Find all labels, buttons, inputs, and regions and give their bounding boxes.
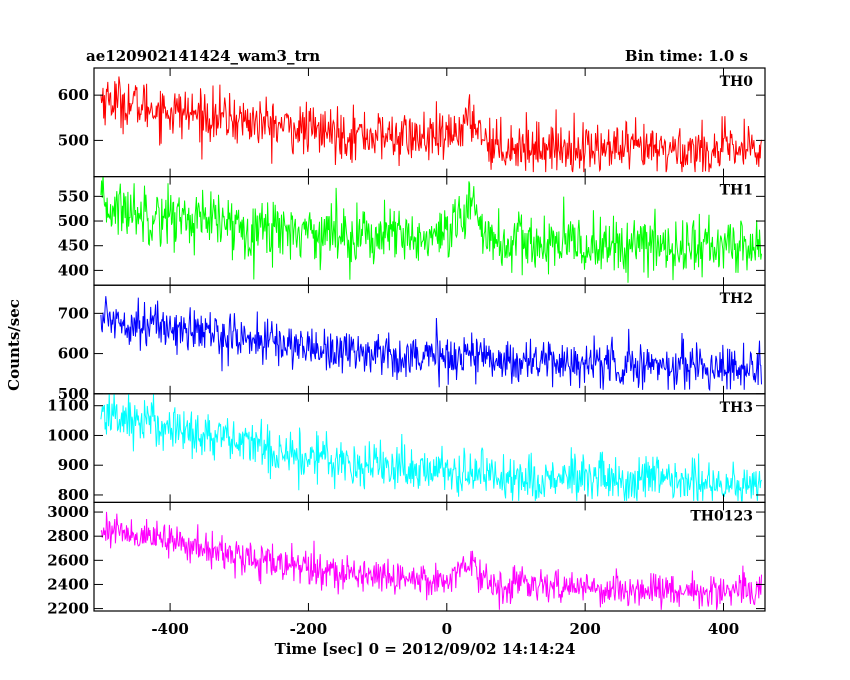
- y-tick-label: 3000: [47, 503, 89, 521]
- y-tick-label: 2800: [47, 527, 89, 545]
- y-tick-label: 600: [58, 86, 89, 104]
- series-line-th2: [100, 296, 762, 392]
- x-tick-label: 400: [708, 620, 739, 638]
- x-tick-label: 0: [442, 620, 452, 638]
- x-tick-label: 200: [569, 620, 600, 638]
- x-tick-label: -200: [290, 620, 328, 638]
- y-tick-label: 450: [58, 237, 89, 255]
- panel-th0123: 2200 2400 2600 2800 3000 TH0123: [47, 501, 766, 618]
- y-tick-label: 500: [58, 212, 89, 230]
- panel-frame: [93, 67, 766, 178]
- panel-label: TH1: [720, 183, 753, 199]
- series-line-th3: [100, 393, 762, 502]
- y-tick-label: 550: [58, 187, 89, 205]
- series-line-th0: [100, 76, 762, 173]
- bin-time-label: Bin time: 1.0 s: [625, 47, 748, 65]
- y-axis-label: Counts/sec: [5, 299, 23, 391]
- y-tick-label: 2600: [47, 551, 89, 569]
- y-tick-label: 2200: [47, 600, 89, 618]
- y-tick-label: 1100: [47, 397, 89, 415]
- y-tick-label: 400: [58, 261, 89, 279]
- x-tick-label: -400: [151, 620, 189, 638]
- y-tick-label: 500: [58, 385, 89, 403]
- series-line-th1: [100, 176, 762, 283]
- panel-label: TH0123: [690, 508, 753, 524]
- panel-label: TH0: [720, 74, 754, 90]
- y-tick-label: 900: [58, 456, 89, 474]
- panels: 500 600 TH0 400 450 500 550 TH1 500 600 700 TH2 800 9…: [47, 67, 766, 638]
- panel-th0: 500 600 TH0: [58, 67, 766, 178]
- panel-label: TH3: [720, 400, 753, 416]
- panel-th1: 400 450 500 550 TH1: [58, 176, 766, 286]
- y-tick-label: 1000: [47, 426, 89, 444]
- y-tick-label: 2400: [47, 575, 89, 593]
- y-tick-label: 700: [58, 304, 89, 322]
- series-line-th0123: [100, 511, 762, 610]
- x-axis-label: Time [sec] 0 = 2012/09/02 14:14:24: [275, 640, 576, 658]
- panel-label: TH2: [720, 291, 753, 307]
- y-tick-label: 500: [58, 131, 89, 149]
- y-tick-label: 800: [58, 486, 89, 504]
- panel-th3: 800 900 1000 1100 TH3: [47, 393, 766, 504]
- chart-title: ae120902141424_wam3_trn: [86, 47, 320, 65]
- y-tick-label: 600: [58, 345, 89, 363]
- panel-frame: [93, 501, 766, 612]
- panel-th2: 500 600 700 TH2: [58, 284, 766, 403]
